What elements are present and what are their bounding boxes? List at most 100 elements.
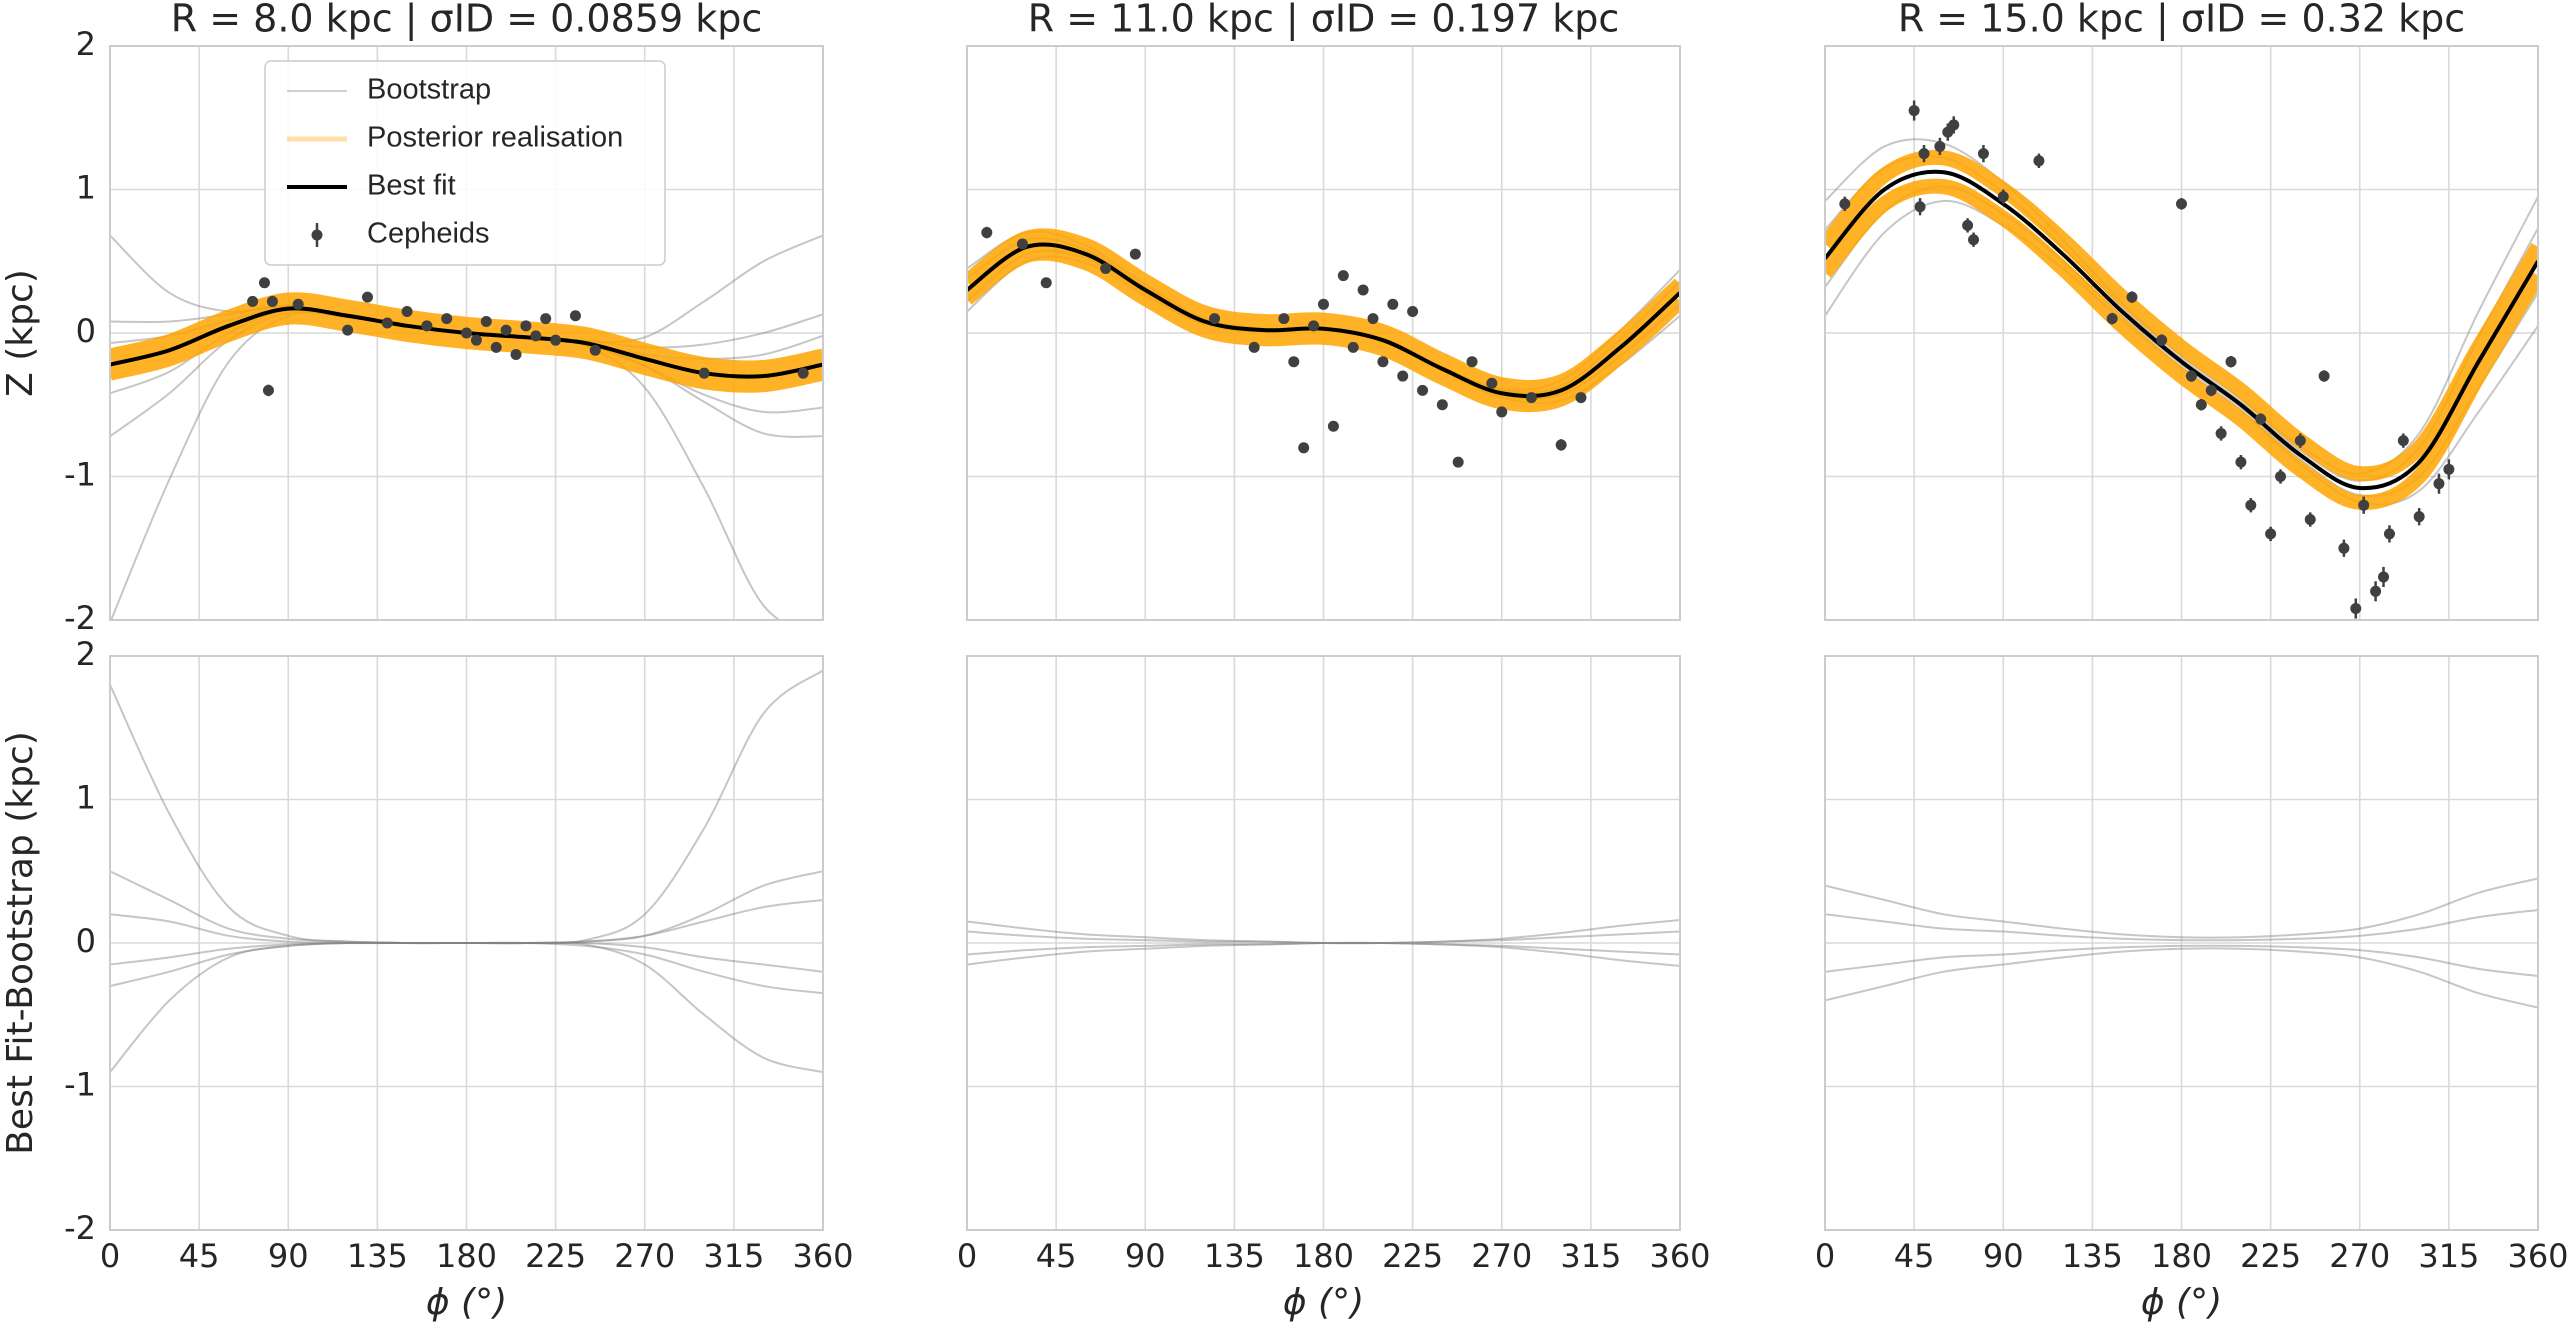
panel-title: R = 15.0 kpc | σID = 0.32 kpc: [1898, 0, 2465, 42]
legend-marker: [311, 229, 323, 241]
y-tick-label: 0: [76, 312, 96, 350]
cepheid-point: [2318, 370, 2330, 382]
x-tick-label: 315: [2418, 1237, 2479, 1275]
cepheid-point: [1288, 356, 1300, 368]
cepheid-point: [2195, 399, 2207, 411]
posterior-line: [967, 228, 1680, 395]
cepheid-point: [797, 367, 809, 379]
cepheid-point: [1347, 341, 1359, 353]
plot-frame: [109, 655, 824, 1231]
y-tick-label: -2: [64, 599, 96, 637]
cepheid-point: [2185, 370, 2197, 382]
cepheid-point: [342, 324, 354, 336]
panel: R = 11.0 kpc | σID = 0.197 kpc: [966, 0, 1681, 621]
cepheid-point: [1209, 313, 1221, 325]
cepheid-point: [530, 330, 542, 342]
cepheid-point: [1486, 377, 1498, 389]
cepheid-point: [2033, 155, 2045, 167]
plot-content: [110, 234, 823, 620]
cepheid-point: [266, 295, 278, 307]
cepheid-point: [1387, 298, 1399, 310]
plot-frame: [109, 45, 824, 621]
panel: -2 -1 0 1 2 R = 8.0 kpc | σID = 0.0859 kpc Z (…: [0, 0, 824, 637]
cepheid-point: [1997, 191, 2009, 203]
x-tick-label: 90: [1125, 1237, 1166, 1275]
bootstrap-line: [110, 941, 823, 995]
x-tick-label: 225: [525, 1237, 586, 1275]
plot-content: [967, 919, 1680, 967]
cepheid-point: [520, 320, 532, 332]
cepheid-point: [510, 349, 522, 361]
panel: 0 45 90 135 180 225 270 315 360 ϕ (°): [1815, 655, 2569, 1323]
cepheid-point: [2370, 585, 2382, 597]
bootstrap-line: [967, 930, 1680, 945]
cepheid-point: [569, 310, 581, 322]
x-axis-label: ϕ (°): [2141, 1282, 2222, 1323]
panel: 0 45 90 135 180 225 270 315 360 -2 -1 0 1 2 ϕ (°) Best …: [0, 635, 854, 1323]
cepheid-point: [461, 327, 472, 339]
cepheid-point: [550, 334, 562, 346]
x-tick-label: 0: [957, 1237, 977, 1275]
y-axis-label: Z (kpc): [0, 269, 41, 397]
cepheid-point: [2205, 384, 2217, 396]
bootstrap-line: [1825, 909, 2538, 942]
cepheid-point: [292, 298, 304, 310]
bootstrap-line: [110, 898, 823, 945]
x-tick-label: 90: [1983, 1237, 2024, 1275]
posterior-line: [110, 292, 823, 376]
x-tick-label: 225: [1382, 1237, 1443, 1275]
cepheid-point: [1040, 277, 1052, 289]
cepheid-point: [1914, 201, 1926, 213]
x-tick-label: 270: [2329, 1237, 2390, 1275]
cepheid-point: [1934, 140, 1946, 152]
x-tick-label: 90: [268, 1237, 309, 1275]
x-axis-label: ϕ (°): [426, 1282, 507, 1323]
cepheid-point: [1839, 198, 1851, 210]
cepheid-point: [2383, 528, 2395, 540]
legend-label: Best fit: [367, 170, 456, 202]
cepheid-point: [2265, 528, 2277, 540]
cepheid-point: [1977, 148, 1989, 160]
cepheid-point: [470, 334, 482, 346]
bootstrap-line: [110, 669, 823, 945]
x-tick-label: 135: [2062, 1237, 2123, 1275]
x-tick-label: 180: [436, 1237, 497, 1275]
y-tick-label: 1: [76, 779, 96, 817]
cepheid-point: [2413, 511, 2425, 523]
bootstrap-line: [110, 941, 823, 1074]
cepheid-point: [2235, 456, 2247, 468]
cepheid-point: [1100, 262, 1112, 274]
cepheid-point: [1496, 406, 1508, 418]
cepheid-point: [490, 341, 502, 353]
cepheid-point: [1327, 420, 1339, 432]
legend-label: Cepheids: [367, 218, 490, 250]
x-tick-label: 360: [2507, 1237, 2568, 1275]
y-tick-label: -1: [64, 1066, 96, 1104]
x-axis-label: ϕ (°): [1283, 1282, 1364, 1323]
plot-content: [110, 669, 823, 1074]
bootstrap-line: [1825, 877, 2538, 939]
cepheid-point: [2433, 478, 2445, 490]
y-tick-label: -2: [64, 1209, 96, 1247]
bootstrap-line: [967, 919, 1680, 945]
plot-frame: [966, 45, 1681, 621]
cepheid-point: [1555, 439, 1567, 451]
cepheid-point: [361, 291, 373, 303]
x-tick-label: 135: [1204, 1237, 1265, 1275]
cepheid-point: [401, 305, 413, 317]
cepheid-point: [2378, 571, 2390, 583]
x-tick-label: 315: [1560, 1237, 1621, 1275]
x-tick-label: 360: [792, 1237, 853, 1275]
best-fit-line: [967, 242, 1680, 399]
cepheid-point: [589, 344, 601, 356]
plot-frame: [966, 655, 1681, 1231]
x-tick-label: 135: [347, 1237, 408, 1275]
y-tick-label: 0: [76, 922, 96, 960]
cepheid-point: [1397, 370, 1409, 382]
cepheid-point: [480, 316, 492, 328]
cepheid-point: [1016, 238, 1028, 250]
cepheid-point: [1466, 356, 1478, 368]
panel-title: R = 11.0 kpc | σID = 0.197 kpc: [1028, 0, 1620, 42]
cepheid-point: [381, 317, 393, 329]
